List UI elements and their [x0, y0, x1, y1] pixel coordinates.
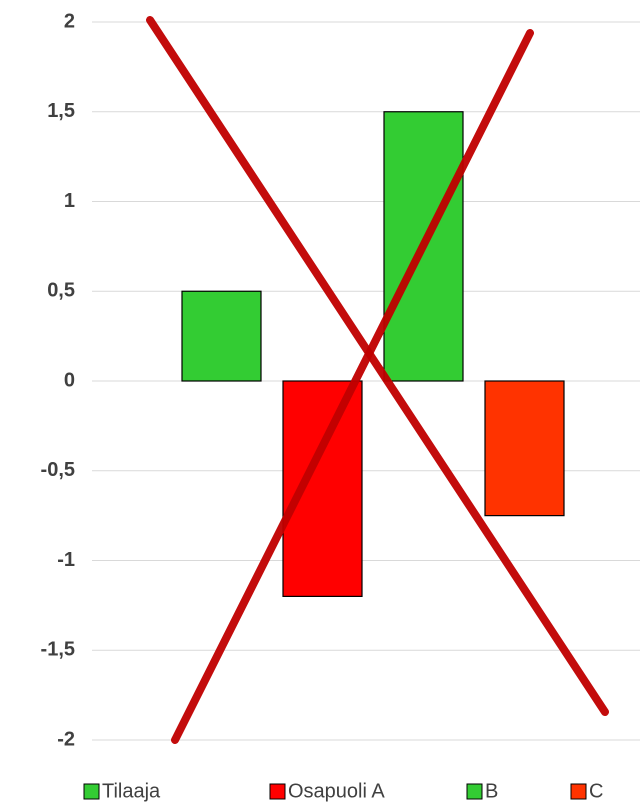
legend-swatch — [269, 783, 286, 800]
bar — [181, 290, 262, 382]
y-tick-label: -0,5 — [41, 459, 75, 481]
legend-label: Osapuoli A — [288, 780, 385, 802]
bar — [383, 111, 464, 382]
legend-swatch — [466, 783, 483, 800]
bar — [282, 380, 363, 597]
y-tick-label: -1 — [57, 549, 75, 571]
y-tick-label: 0 — [64, 369, 75, 391]
y-tick-label: 1,5 — [47, 100, 75, 122]
legend-label: B — [485, 780, 498, 802]
y-tick-label: -1,5 — [41, 639, 75, 661]
y-tick-label: -2 — [57, 728, 75, 750]
legend-label: C — [589, 780, 603, 802]
legend-label: Tilaaja — [102, 780, 161, 802]
y-tick-label: 2 — [64, 10, 75, 32]
legend-swatch — [83, 783, 100, 800]
bar — [484, 380, 565, 517]
y-tick-label: 0,5 — [47, 280, 75, 302]
cross-line — [171, 29, 534, 744]
plot-area: -2 -1,5 -1 -0,5 0 0,5 1 1,5 2 — [41, 10, 640, 750]
cross-line — [146, 16, 609, 716]
y-tick-label: 1 — [64, 190, 75, 212]
legend-swatch — [570, 783, 587, 800]
